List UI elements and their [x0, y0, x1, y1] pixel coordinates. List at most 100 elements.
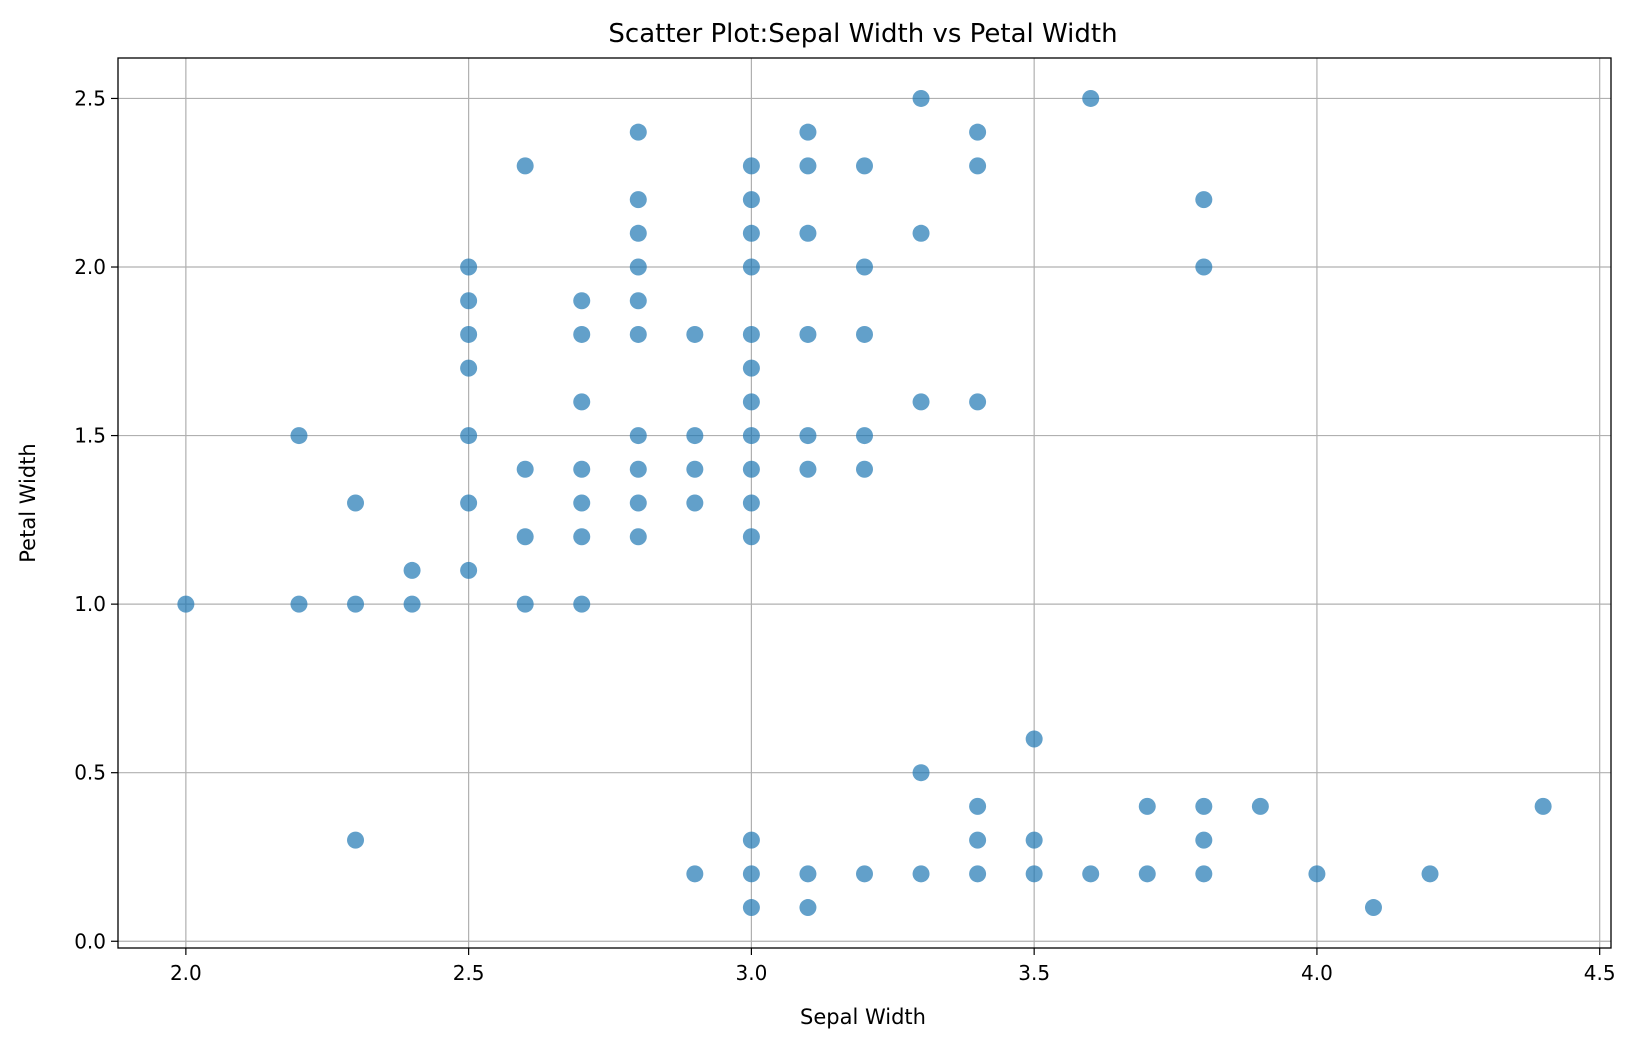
- data-point: [799, 899, 817, 917]
- data-point: [290, 427, 308, 445]
- data-point: [686, 325, 704, 343]
- data-point: [177, 595, 195, 613]
- data-point: [629, 325, 647, 343]
- data-point: [516, 528, 534, 546]
- data-point: [629, 191, 647, 209]
- data-point: [403, 595, 421, 613]
- data-point: [1534, 797, 1552, 815]
- chart-title: Scatter Plot:Sepal Width vs Petal Width: [608, 19, 1117, 49]
- data-point: [629, 427, 647, 445]
- data-point: [742, 393, 760, 411]
- data-point: [1421, 865, 1439, 883]
- data-point: [742, 191, 760, 209]
- data-point: [742, 157, 760, 175]
- data-point: [686, 494, 704, 512]
- data-point: [573, 393, 591, 411]
- data-point: [629, 460, 647, 478]
- data-point: [460, 494, 478, 512]
- data-point: [912, 865, 930, 883]
- data-point: [742, 427, 760, 445]
- data-point: [856, 325, 873, 343]
- y-tick-label: 1.5: [74, 424, 106, 448]
- data-point: [1082, 89, 1100, 107]
- data-point: [629, 123, 647, 141]
- data-point: [856, 865, 873, 883]
- x-tick-label: 4.0: [1301, 961, 1333, 985]
- data-point: [573, 460, 591, 478]
- data-point: [799, 224, 817, 242]
- data-point: [516, 460, 534, 478]
- data-points: [177, 89, 1552, 917]
- y-tick-label: 0.0: [74, 929, 106, 953]
- data-point: [1364, 899, 1382, 917]
- data-point: [912, 393, 930, 411]
- data-point: [1025, 730, 1043, 748]
- data-point: [742, 899, 760, 917]
- data-point: [573, 325, 591, 343]
- data-point: [629, 528, 647, 546]
- data-point: [969, 393, 987, 411]
- y-axis-ticks: 0.0 0.5 1.0 1.5 2.0 2.5: [74, 86, 118, 953]
- data-point: [403, 561, 421, 579]
- y-tick-label: 2.5: [74, 86, 106, 110]
- data-point: [742, 258, 760, 276]
- data-point: [1195, 831, 1213, 849]
- data-point: [460, 561, 478, 579]
- y-tick-label: 2.0: [74, 255, 106, 279]
- data-point: [856, 427, 873, 445]
- data-point: [460, 258, 478, 276]
- x-axis-label: Sepal Width: [800, 1005, 926, 1029]
- data-point: [1082, 865, 1100, 883]
- data-point: [1138, 865, 1156, 883]
- data-point: [799, 865, 817, 883]
- data-point: [1025, 865, 1043, 883]
- data-point: [1308, 865, 1326, 883]
- x-tick-label: 3.5: [1018, 961, 1050, 985]
- data-point: [573, 595, 591, 613]
- data-point: [347, 831, 365, 849]
- data-point: [1195, 258, 1213, 276]
- x-axis-ticks: 2.0 2.5 3.0 3.5 4.0 4.5: [170, 948, 1616, 985]
- data-point: [912, 89, 930, 107]
- data-point: [856, 460, 873, 478]
- data-point: [629, 258, 647, 276]
- data-point: [460, 292, 478, 310]
- data-point: [460, 427, 478, 445]
- data-point: [742, 865, 760, 883]
- data-point: [290, 595, 308, 613]
- data-point: [1138, 797, 1156, 815]
- data-point: [347, 494, 365, 512]
- x-tick-label: 2.5: [453, 961, 485, 985]
- data-point: [629, 224, 647, 242]
- data-point: [799, 123, 817, 141]
- data-point: [799, 460, 817, 478]
- data-point: [912, 764, 930, 782]
- data-point: [742, 460, 760, 478]
- data-point: [573, 528, 591, 546]
- data-point: [969, 157, 987, 175]
- y-tick-label: 1.0: [74, 592, 106, 616]
- data-point: [1025, 831, 1043, 849]
- data-point: [912, 224, 930, 242]
- y-axis-label: Petal Width: [16, 443, 40, 562]
- data-point: [1195, 191, 1213, 209]
- data-point: [742, 359, 760, 377]
- data-point: [686, 865, 704, 883]
- x-tick-label: 3.0: [735, 961, 767, 985]
- data-point: [799, 157, 817, 175]
- data-point: [1195, 865, 1213, 883]
- data-point: [629, 292, 647, 310]
- data-point: [686, 427, 704, 445]
- data-point: [742, 224, 760, 242]
- data-point: [1251, 797, 1269, 815]
- data-point: [969, 865, 987, 883]
- data-point: [969, 123, 987, 141]
- data-point: [686, 460, 704, 478]
- data-point: [742, 325, 760, 343]
- data-point: [1195, 797, 1213, 815]
- data-point: [969, 797, 987, 815]
- data-point: [742, 831, 760, 849]
- data-point: [347, 595, 365, 613]
